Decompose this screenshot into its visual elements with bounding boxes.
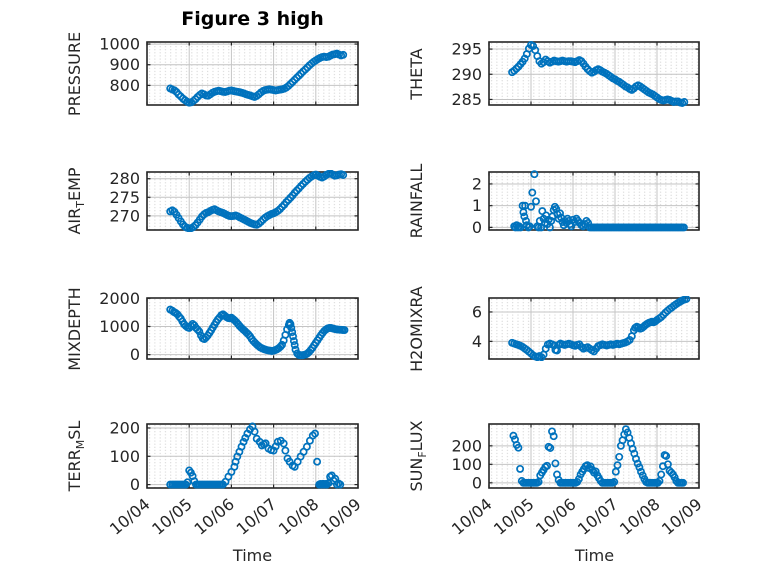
mixdepth-markers [166, 305, 349, 360]
y-tick-label: 280 [109, 169, 140, 188]
h2omixra-plot-area: 46 [472, 296, 700, 361]
y-tick-label: 6 [472, 302, 482, 321]
air_temp-markers [166, 170, 348, 232]
y-tick-label: 100 [451, 455, 482, 474]
y-tick-label: 0 [130, 475, 140, 494]
x-tick-label: 10/05 [490, 495, 538, 539]
y-tick-label: 1000 [99, 35, 140, 54]
y-tick-label: 4 [472, 332, 482, 351]
x-tick-label: 10/05 [148, 495, 196, 539]
y-tick-label: 200 [109, 418, 140, 437]
theta-plot-area: 285 290 295 [451, 40, 700, 109]
rainfall-markers [510, 170, 688, 232]
pressure-markers [166, 49, 348, 107]
x-tick-label: 10/09 [317, 495, 365, 539]
y-axis-label-theta: THETA [407, 47, 426, 100]
theta-markers [508, 41, 689, 107]
y-tick-label: 2 [472, 174, 482, 193]
y-axis-label-h2omixra: H2OMIXRA [407, 285, 426, 372]
x-tick-label: 10/08 [275, 495, 323, 539]
y-tick-label: 270 [109, 206, 140, 225]
y-tick-label: 200 [451, 436, 482, 455]
x-tick-label: 10/04 [448, 495, 496, 539]
x-tick-label: 10/04 [106, 495, 154, 539]
y-tick-label: 0 [472, 473, 482, 492]
figure-title: Figure 3 high [181, 8, 324, 30]
y-tick-label: 900 [109, 55, 140, 74]
y-tick-label: 0 [472, 218, 482, 237]
y-axis-label-sun_flux: SUNFLUX [407, 420, 429, 492]
x-axis-label-left: Time [232, 546, 273, 565]
y-tick-label: 1000 [99, 317, 140, 336]
x-tick-label: 10/07 [233, 495, 281, 539]
y-tick-label: 100 [109, 447, 140, 466]
x-tick-label: 10/09 [658, 495, 706, 539]
y-tick-label: 285 [451, 90, 482, 109]
rainfall-plot-area: 0 1 2 [472, 170, 700, 237]
mixdepth-plot-area: 0 1000 2000 [99, 289, 359, 364]
sun_flux-markers [509, 425, 687, 487]
x-tick-label: 10/08 [616, 495, 664, 539]
h2omixra-markers [508, 296, 691, 361]
y-axis-label-terr_msl: TERRMSL [65, 420, 87, 492]
y-tick-label: 290 [451, 65, 482, 84]
y-axis-label-air_temp: AIRTEMP [65, 167, 87, 235]
x-tick-label: 10/06 [190, 495, 238, 539]
y-axis-label-pressure: PRESSURE [65, 31, 84, 116]
y-axis-label-rainfall: RAINFALL [407, 163, 426, 239]
x-tick-label: 10/06 [532, 495, 580, 539]
x-axis-label-right: Time [574, 546, 615, 565]
x-tick-label: 10/07 [574, 495, 622, 539]
y-tick-label: 800 [109, 76, 140, 95]
terr_msl-markers [166, 422, 345, 489]
y-axis-label-mixdepth: MIXDEPTH [65, 286, 84, 371]
y-tick-label: 275 [109, 188, 140, 207]
y-tick-label: 0 [130, 345, 140, 364]
y-tick-label: 1 [472, 196, 482, 215]
y-tick-label: 295 [451, 40, 482, 59]
y-tick-label: 2000 [99, 289, 140, 308]
